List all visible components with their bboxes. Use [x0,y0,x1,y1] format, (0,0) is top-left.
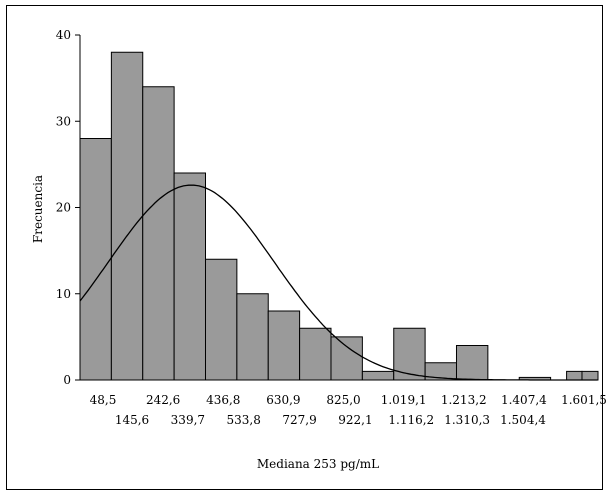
histogram-bar [566,370,583,381]
x-tick-label-upper: 1.601,5 [561,393,607,407]
x-tick-label-lower: 145,6 [115,413,149,427]
x-tick-label-upper: 1.407,4 [501,393,547,407]
x-tick-label-upper: 242,6 [146,393,180,407]
histogram-bar [330,336,363,381]
histogram-bar [267,310,301,381]
histogram-bar [236,293,269,381]
x-tick-label-upper: 1.019,1 [381,393,427,407]
histogram-bar [204,258,238,381]
x-tick-label-upper: 48,5 [90,393,117,407]
x-tick-label-lower: 727,9 [282,413,316,427]
x-tick-label-lower: 1.310,3 [444,413,490,427]
x-tick-label-lower: 922,1 [338,413,372,427]
x-tick-label-lower: 339,7 [171,413,205,427]
x-tick-label-lower: 533,8 [227,413,261,427]
x-tick-label-upper: 825,0 [326,393,360,407]
y-tick-label: 40 [56,28,71,42]
histogram-bar [581,370,599,381]
x-axis-title: Mediana 253 pg/mL [257,457,379,471]
histogram-bar [79,138,112,381]
histogram-bar [142,86,175,381]
bars-group [79,51,599,381]
y-tick-label: 0 [63,373,71,387]
histogram-bar [173,172,206,381]
histogram-bar [361,370,395,381]
y-axis-title: Frecuencia [31,175,45,243]
histogram-bar [110,51,144,381]
histogram-bar [393,327,426,381]
x-tick-label-lower: 1.116,2 [388,413,434,427]
y-tick-label: 30 [56,114,71,128]
x-tick-label-lower: 1.504,4 [500,413,546,427]
x-tick-label-upper: 630,9 [266,393,300,407]
x-tick-label-upper: 1.213,2 [441,393,487,407]
histogram-bar [455,345,489,381]
x-tick-label-upper: 436,8 [206,393,240,407]
y-tick-label: 10 [56,287,71,301]
y-ticks-group: 0 10 20 30 40 [56,28,80,387]
y-tick-label: 20 [56,201,71,215]
chart-frame: 0 10 20 30 40 48,5 242,6 436,8 630,9 825,0 1.019,… [6,5,607,490]
histogram-bar [299,327,332,381]
x-ticks-group: 48,5 242,6 436,8 630,9 825,0 1.019,1 1.213,2 1.… [90,393,607,427]
